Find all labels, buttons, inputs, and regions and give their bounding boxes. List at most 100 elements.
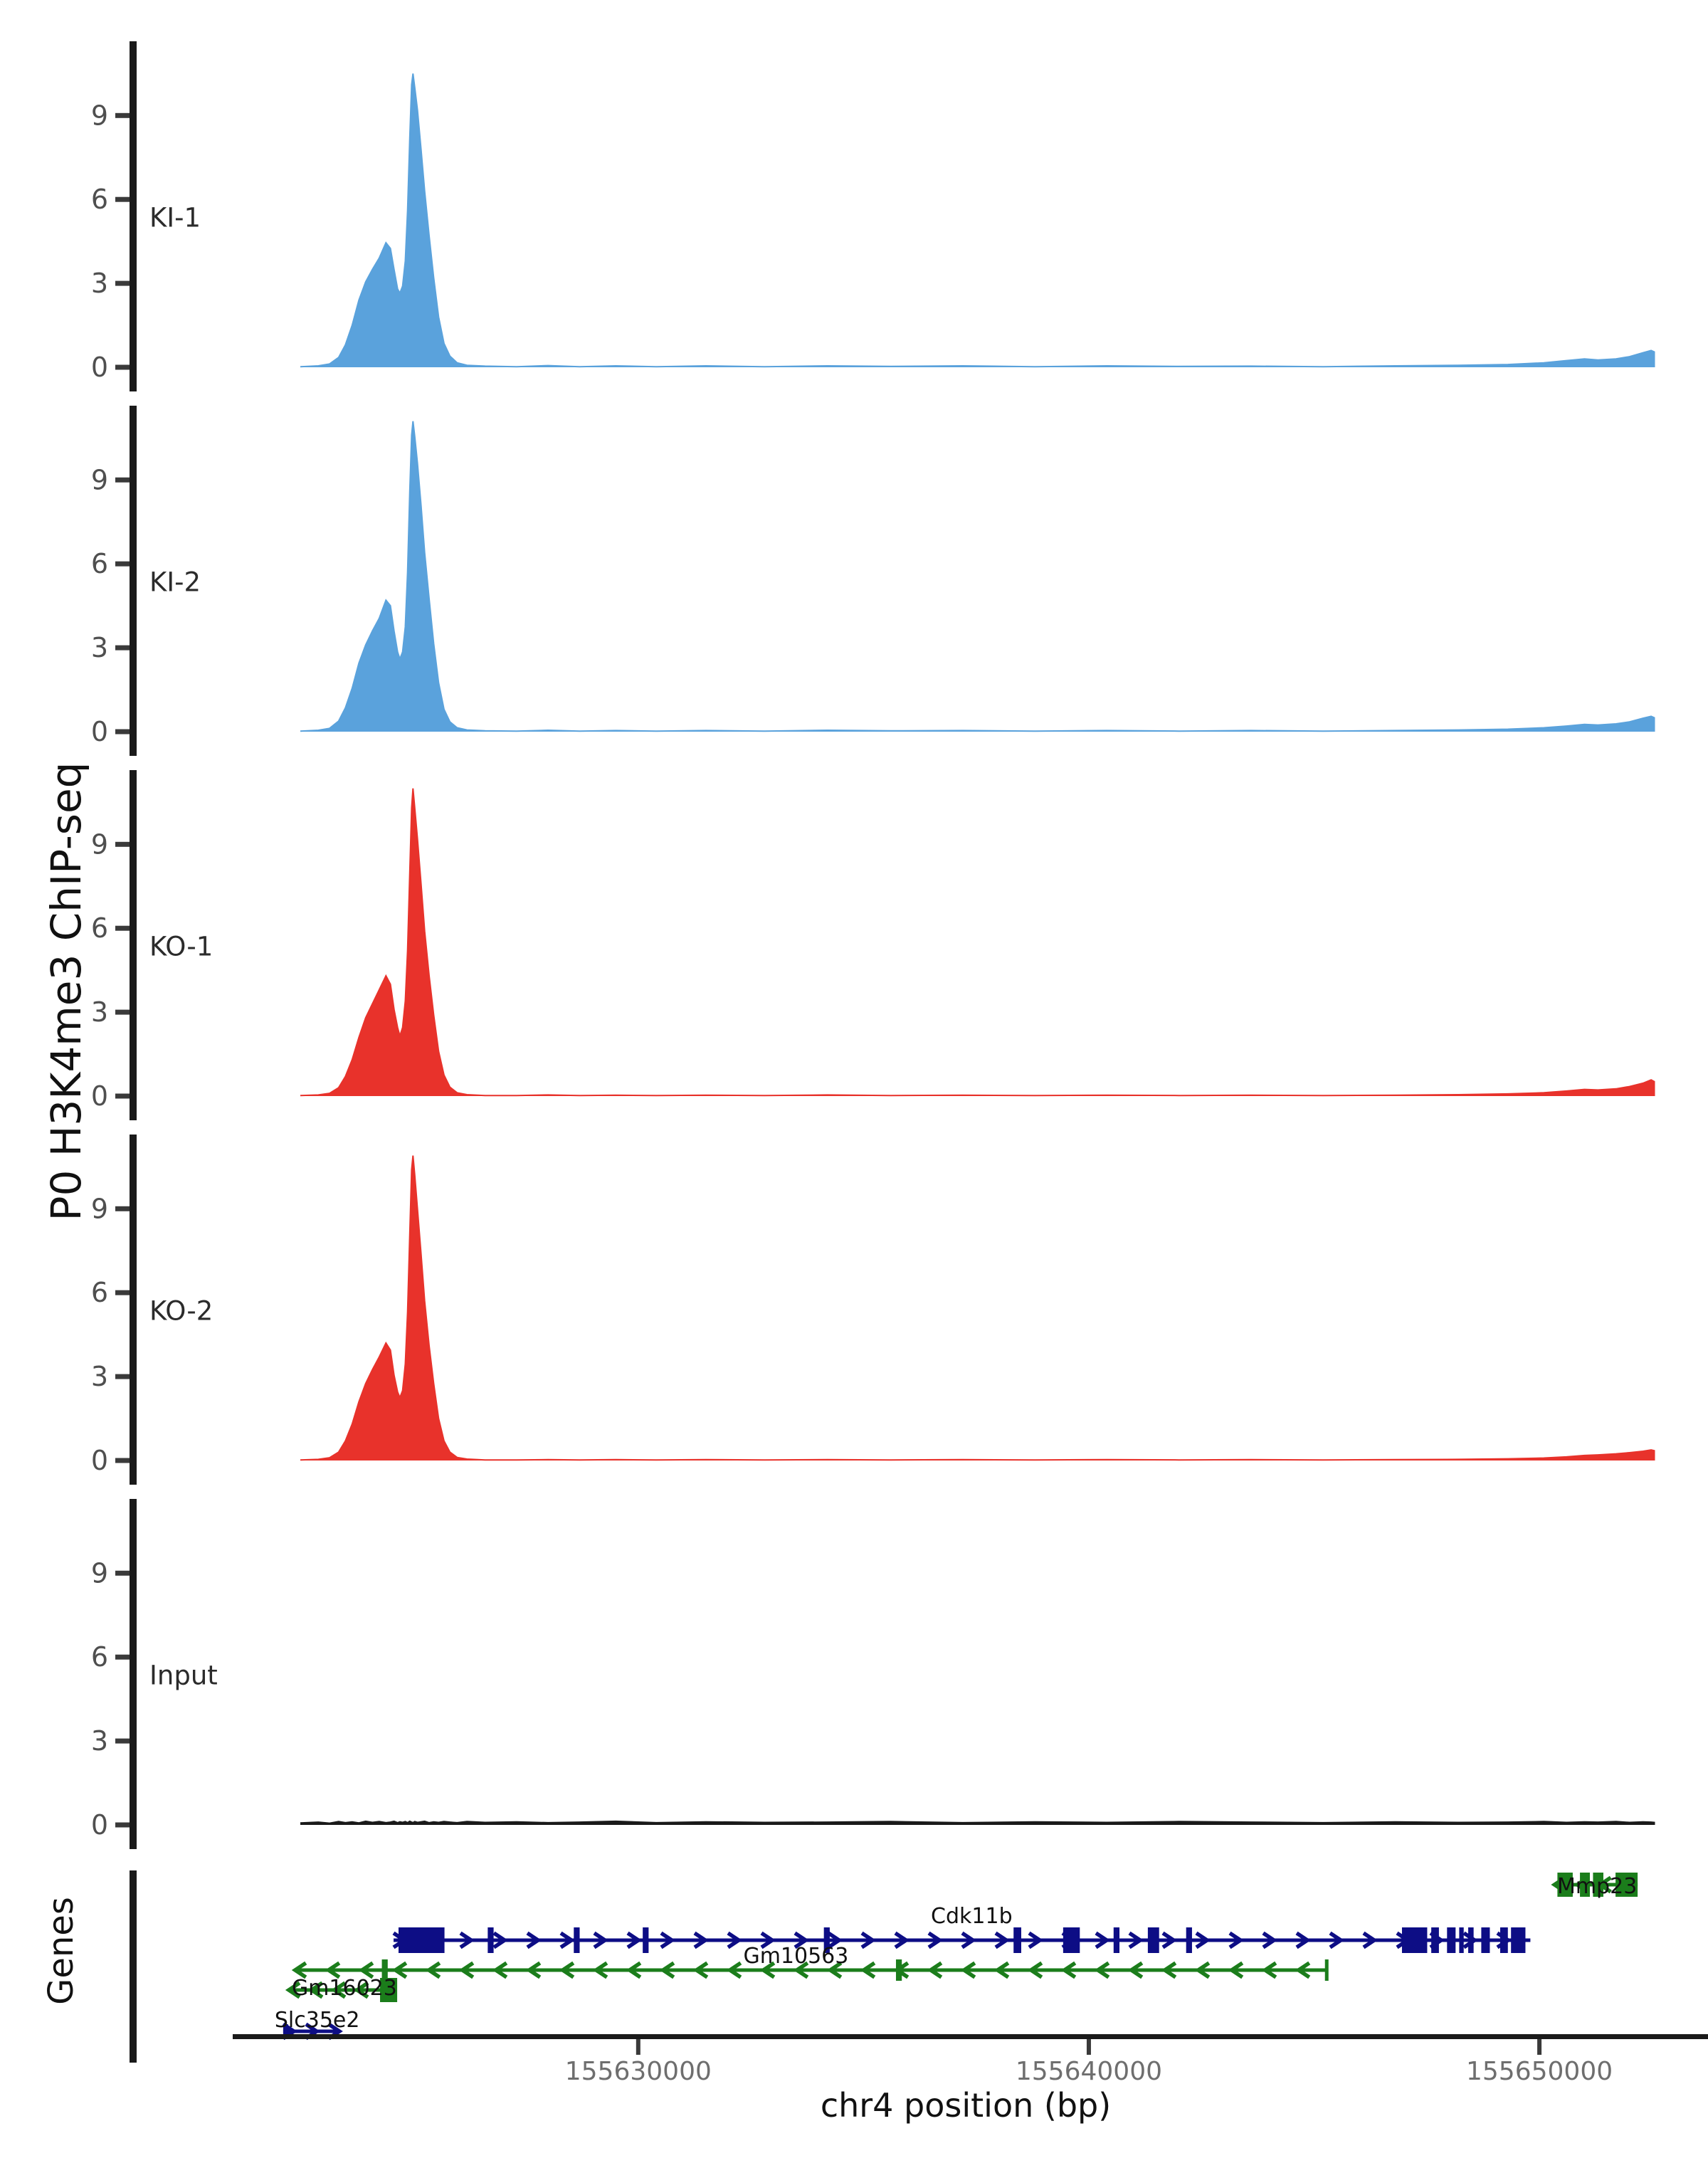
x-axis: 155630000 155640000 155650000 chr4 position… [233, 2034, 1708, 2125]
strand-arrow-icon [793, 1961, 809, 1979]
strand-arrow-icon [1262, 1931, 1277, 1949]
y-tick [115, 645, 130, 651]
strand-arrow-icon [1295, 1931, 1311, 1949]
y-tick [115, 925, 130, 931]
y-tick-label: 3 [91, 1725, 108, 1757]
gene-exon [1557, 1873, 1573, 1897]
y-tick-label: 9 [91, 464, 108, 495]
chipseq-genome-browser-figure: 0 3 6 9 KI-1 0 3 6 9 KI-2 0 3 6 9 KO-1 0 3 6 9 KO-2 0 3 6 9 Inpu… [28, 11, 1708, 2147]
strand-arrow-icon [994, 1931, 1010, 1949]
y-tick-label: 3 [91, 632, 108, 663]
y-tick-label: 0 [91, 1809, 108, 1841]
y-tick [115, 1290, 130, 1295]
strand-arrow-icon [593, 1931, 608, 1949]
strand-arrow-icon [459, 1931, 475, 1949]
gene-exon [283, 2024, 288, 2038]
y-tick-label: 6 [91, 1641, 108, 1673]
y-tick [115, 280, 130, 286]
coverage-outline-KO-1 [300, 788, 1655, 1097]
gene-exon [1447, 1927, 1456, 1953]
strand-arrow-icon [353, 1981, 369, 1999]
gene-exon [1511, 1927, 1526, 1953]
y-tick-label: 6 [91, 912, 108, 944]
gene-Slc35e2: Slc35e2 [275, 2008, 359, 2041]
strand-arrow-icon [526, 1931, 542, 1949]
x-axis-title: chr4 position (bp) [821, 2086, 1111, 2125]
x-tick [1537, 2039, 1542, 2055]
y-axis-bar [130, 41, 137, 391]
x-tick-label: 155630000 [565, 2057, 712, 2086]
y-axis-bar [130, 406, 137, 756]
strand-arrow-icon [492, 1931, 508, 1949]
y-tick [115, 841, 130, 847]
strand-arrow-icon [727, 1931, 742, 1949]
gene-exon [1468, 1927, 1474, 1953]
gene-exon [895, 1959, 902, 1981]
strand-arrow-icon [391, 1961, 408, 1979]
gene-label-Cdk11b: Cdk11b [931, 1904, 1013, 1929]
strand-arrow-icon [307, 1981, 324, 1999]
y-tick-label: 9 [91, 100, 108, 131]
gene-exon [1063, 1927, 1080, 1953]
strand-arrow-icon [1295, 1961, 1311, 1979]
coverage-outline-KI-2 [300, 421, 1655, 732]
strand-arrow-icon [285, 1981, 301, 1999]
strand-arrow-icon [458, 1961, 475, 1979]
track-label-KO-1: KO-1 [149, 932, 213, 962]
y-tick-label: 6 [91, 1277, 108, 1308]
gene-Gm16023: Gm16023 [285, 1976, 398, 2002]
strand-arrow-icon [559, 1961, 575, 1979]
y-tick [115, 1009, 130, 1015]
strand-arrow-icon [660, 1931, 675, 1949]
y-tick-label: 3 [91, 1361, 108, 1392]
strand-arrow-icon [1261, 1961, 1277, 1979]
gene-exon [1615, 1873, 1638, 1897]
strand-arrow-icon [1028, 1931, 1043, 1949]
strand-arrow-icon [692, 1961, 709, 1979]
track-label-KI-1: KI-1 [149, 203, 201, 233]
strand-arrow-icon [325, 1961, 341, 1979]
strand-arrow-icon [1362, 1931, 1378, 1949]
y-axis-bar [130, 770, 137, 1120]
x-tick [1086, 2039, 1091, 2055]
strand-arrow-icon [1195, 1931, 1211, 1949]
track-label-Input: Input [149, 1660, 218, 1691]
gene-exon [1147, 1927, 1159, 1953]
gene-exon [381, 1959, 388, 1981]
gene-label-Gm16023: Gm16023 [292, 1976, 397, 2001]
strand-arrow-icon [1128, 1931, 1144, 1949]
strand-arrow-icon [993, 1961, 1010, 1979]
strand-arrow-icon [492, 1961, 508, 1979]
strand-arrow-icon [860, 1931, 876, 1949]
track-label-KI-2: KI-2 [149, 567, 201, 598]
strand-arrow-icon [358, 1961, 374, 1979]
strand-arrow-icon [759, 1961, 776, 1979]
strand-arrow-icon [626, 1931, 642, 1949]
strand-arrow-icon [1228, 1931, 1244, 1949]
y-tick-label: 0 [91, 352, 108, 383]
y-tick-label: 3 [91, 268, 108, 299]
gene-exon [487, 1927, 494, 1953]
coverage-area-KI-1 [300, 73, 1655, 368]
track-panel-KI-2: 0 3 6 9 KI-2 [91, 406, 1655, 756]
y-tick [115, 561, 130, 567]
coverage-area-KI-2 [300, 421, 1655, 732]
gene-Mmp23: Mmp23 [1551, 1873, 1638, 1899]
strand-arrow-icon [927, 1961, 943, 1979]
gene-exon [823, 1927, 830, 1953]
gene-body-line [294, 1968, 1327, 1972]
strand-arrow-icon [726, 1961, 742, 1979]
gene-exon [1013, 1927, 1021, 1953]
strand-arrow-icon [1462, 1931, 1478, 1949]
strand-arrow-icon [559, 1931, 575, 1949]
gene-exon [643, 1927, 649, 1953]
strand-arrow-icon [1161, 1961, 1177, 1979]
strand-arrow-icon [1095, 1931, 1110, 1949]
coverage-area-KO-2 [300, 1155, 1655, 1460]
gene-exon [380, 1978, 398, 2002]
x-tick-label: 155640000 [1016, 2057, 1162, 2086]
gene-body-line [394, 1938, 1531, 1942]
strand-arrow-icon [1127, 1961, 1144, 1979]
y-tick-label: 9 [91, 1557, 108, 1589]
strand-arrow-icon [291, 1961, 307, 1979]
